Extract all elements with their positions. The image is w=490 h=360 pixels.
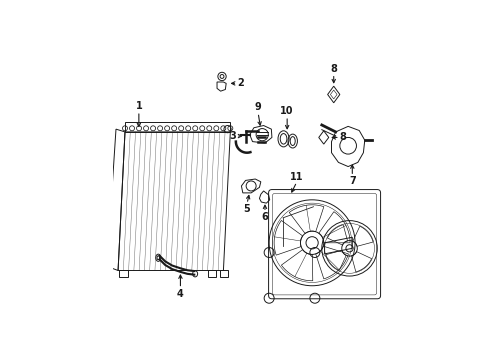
Text: 6: 6: [262, 212, 269, 222]
Text: 2: 2: [237, 78, 244, 89]
Text: 8: 8: [340, 132, 347, 143]
Bar: [220, 270, 228, 278]
Text: 3: 3: [229, 131, 236, 141]
Text: 11: 11: [290, 172, 304, 182]
Text: 1: 1: [135, 101, 142, 111]
Text: 7: 7: [349, 176, 356, 186]
Bar: [120, 270, 128, 278]
Text: 5: 5: [244, 204, 250, 214]
Text: 10: 10: [280, 106, 294, 116]
Text: 4: 4: [177, 288, 184, 298]
Bar: [208, 270, 217, 278]
Text: 8: 8: [330, 64, 337, 74]
Text: 9: 9: [255, 103, 262, 112]
